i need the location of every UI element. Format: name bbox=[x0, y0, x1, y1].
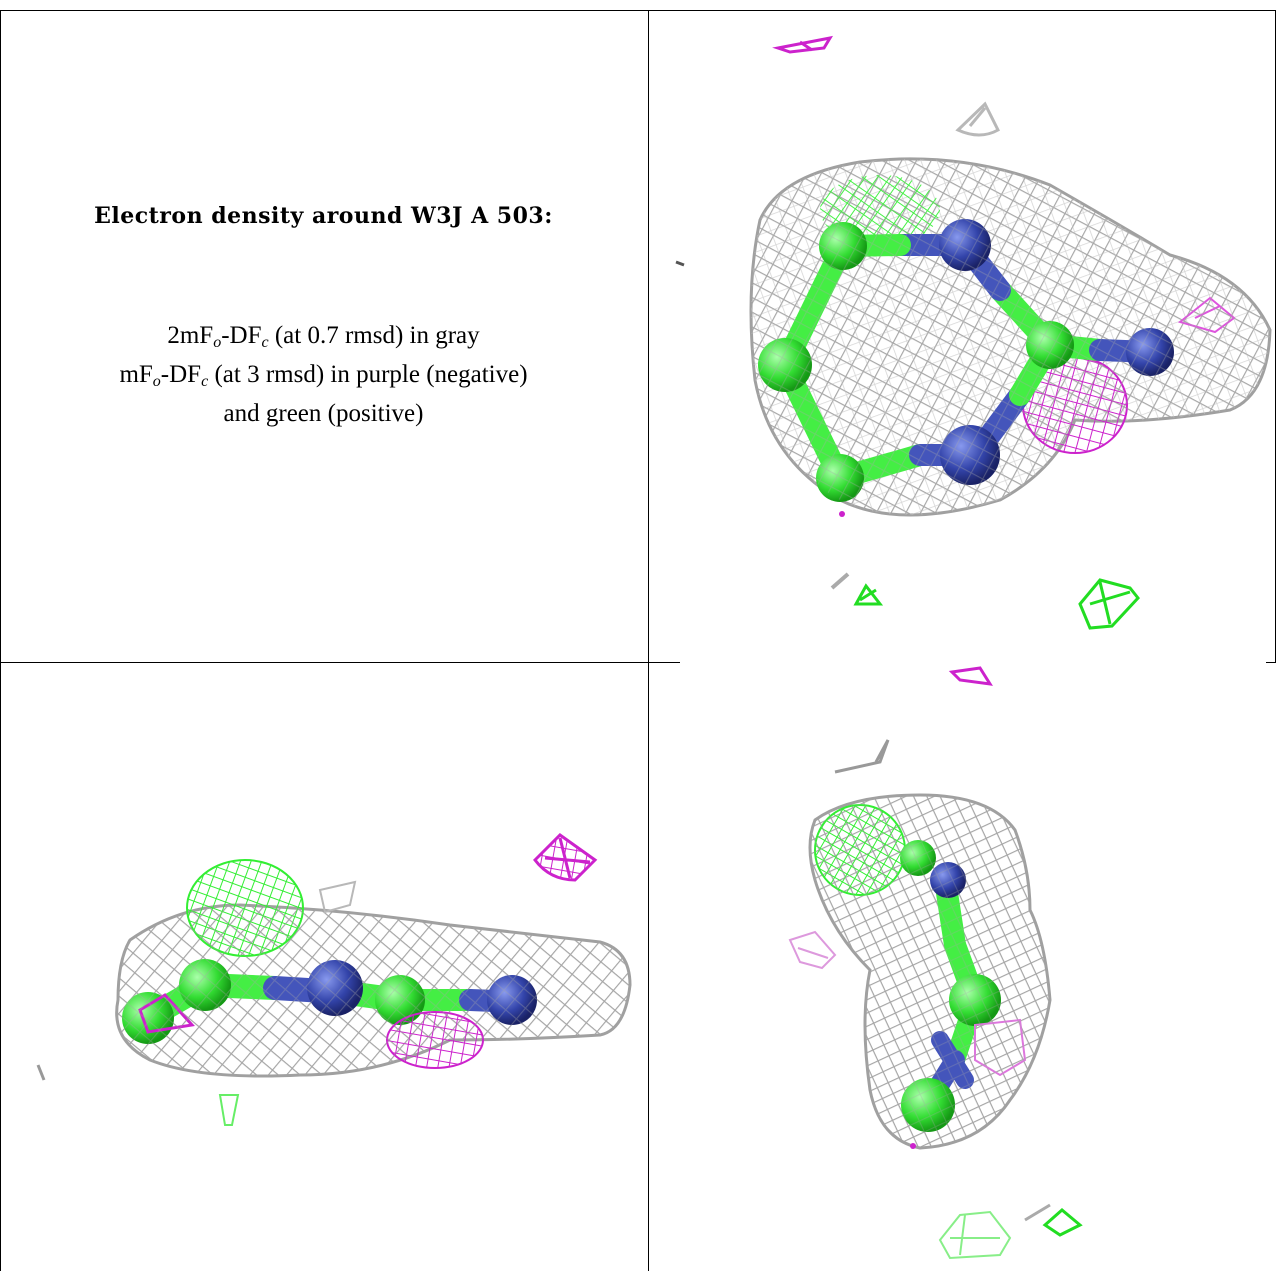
frame-middle-horizontal-right bbox=[1266, 662, 1276, 663]
frame-top bbox=[0, 10, 1276, 11]
density-render-face-on bbox=[675, 35, 1272, 630]
caption-title: Electron density around W3J A 503: bbox=[94, 203, 553, 229]
frame-middle-horizontal bbox=[0, 662, 680, 663]
caption-line-positive: and green (positive) bbox=[223, 400, 424, 427]
caption-cell: Electron density around W3J A 503: 2mFo-… bbox=[0, 0, 647, 662]
caption-line-2fo-fc: 2mFo-DFc (at 0.7 rmsd) in gray bbox=[167, 322, 480, 351]
density-render-edge-on bbox=[36, 833, 632, 1126]
frame-left bbox=[0, 10, 1, 1271]
frame-middle-vertical bbox=[648, 10, 649, 1271]
density-view-face-on bbox=[650, 12, 1275, 662]
density-view-edge-on bbox=[2, 664, 647, 1271]
density-render-side bbox=[788, 666, 1083, 1260]
caption-line-fo-fc: mFo-DFc (at 3 rmsd) in purple (negative) bbox=[119, 361, 528, 390]
density-view-side bbox=[650, 664, 1275, 1271]
